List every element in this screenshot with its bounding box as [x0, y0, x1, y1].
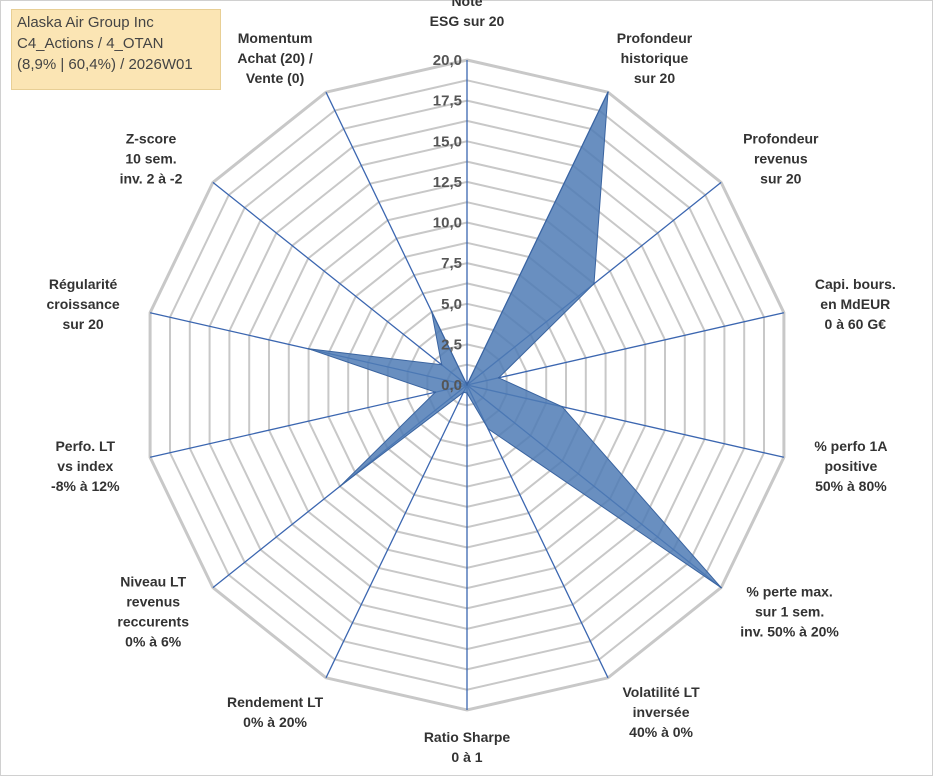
axis-spoke	[149, 384, 468, 458]
axis-title: Note ESG sur 20	[430, 0, 505, 29]
axis-title: % perte max. sur 1 sem. inv. 50% à 20%	[740, 583, 839, 639]
info-line-category: C4_Actions / 4_OTAN	[17, 35, 164, 52]
data-point	[466, 384, 468, 386]
axis-titles: Note ESG sur 20 Profondeur historique sur 20…	[47, 0, 896, 765]
tick-label: 2,5	[441, 336, 462, 353]
data-series	[307, 91, 722, 589]
data-point	[561, 405, 563, 408]
info-line-period: (8,9% | 60,4%) / 2026W01	[17, 56, 193, 73]
data-point	[466, 392, 468, 394]
axis-spoke	[466, 312, 785, 386]
axis-title: Ratio Sharpe 0 à 1	[424, 729, 511, 765]
data-point	[434, 391, 437, 394]
info-box: Alaska Air Group Inc C4_Actions / 4_OTAN…	[11, 9, 221, 90]
axis-title: Profondeur historique sur 20	[617, 30, 693, 86]
axis-spoke	[212, 181, 468, 386]
axis-title: Capi. bours. en MdEUR 0 à 60 G€	[815, 276, 896, 332]
tick-label: 20,0	[433, 52, 462, 69]
data-point	[339, 485, 341, 488]
tick-label: 5,0	[441, 296, 462, 313]
data-point	[462, 391, 465, 394]
axis-title: Momentum Achat (20) / Vente (0)	[237, 30, 313, 86]
data-point	[440, 363, 443, 366]
axis-title: Profondeur revenus sur 20	[743, 131, 819, 187]
data-point	[497, 377, 500, 379]
data-point	[487, 428, 490, 430]
tick-label: 15,0	[433, 133, 462, 150]
axis-title: % perfo 1A positive 50% à 80%	[814, 438, 887, 494]
axis-title: Perfo. LT vs index -8% à 12%	[51, 438, 120, 494]
tick-label: 10,0	[433, 215, 462, 232]
axis-title: Volatilité LT inversée 40% à 0%	[622, 684, 700, 740]
tick-label: 17,5	[433, 93, 462, 110]
radial-tick-labels: 0,0 2,5 5,0 7,5 10,0 12,5 15,0 17,5 20,0	[433, 52, 462, 394]
data-point	[720, 586, 722, 589]
data-point	[430, 311, 433, 313]
tick-label: 7,5	[441, 255, 462, 272]
axis-spoke	[466, 384, 609, 679]
tick-label: 12,5	[433, 174, 462, 191]
series-area	[308, 91, 722, 589]
info-line-company: Alaska Air Group Inc	[17, 14, 154, 31]
axis-title: Régularité croissance sur 20	[47, 276, 120, 332]
tick-label: 0,0	[441, 377, 462, 394]
data-point	[593, 282, 595, 285]
data-point	[607, 91, 609, 93]
axis-title: Niveau LT revenus reccurents 0% à 6%	[117, 573, 189, 649]
axis-title: Z-score 10 sem. inv. 2 à -2	[120, 131, 183, 187]
axis-spoke	[325, 384, 468, 679]
data-point	[307, 348, 310, 350]
axis-title: Rendement LT 0% à 20%	[227, 694, 324, 730]
